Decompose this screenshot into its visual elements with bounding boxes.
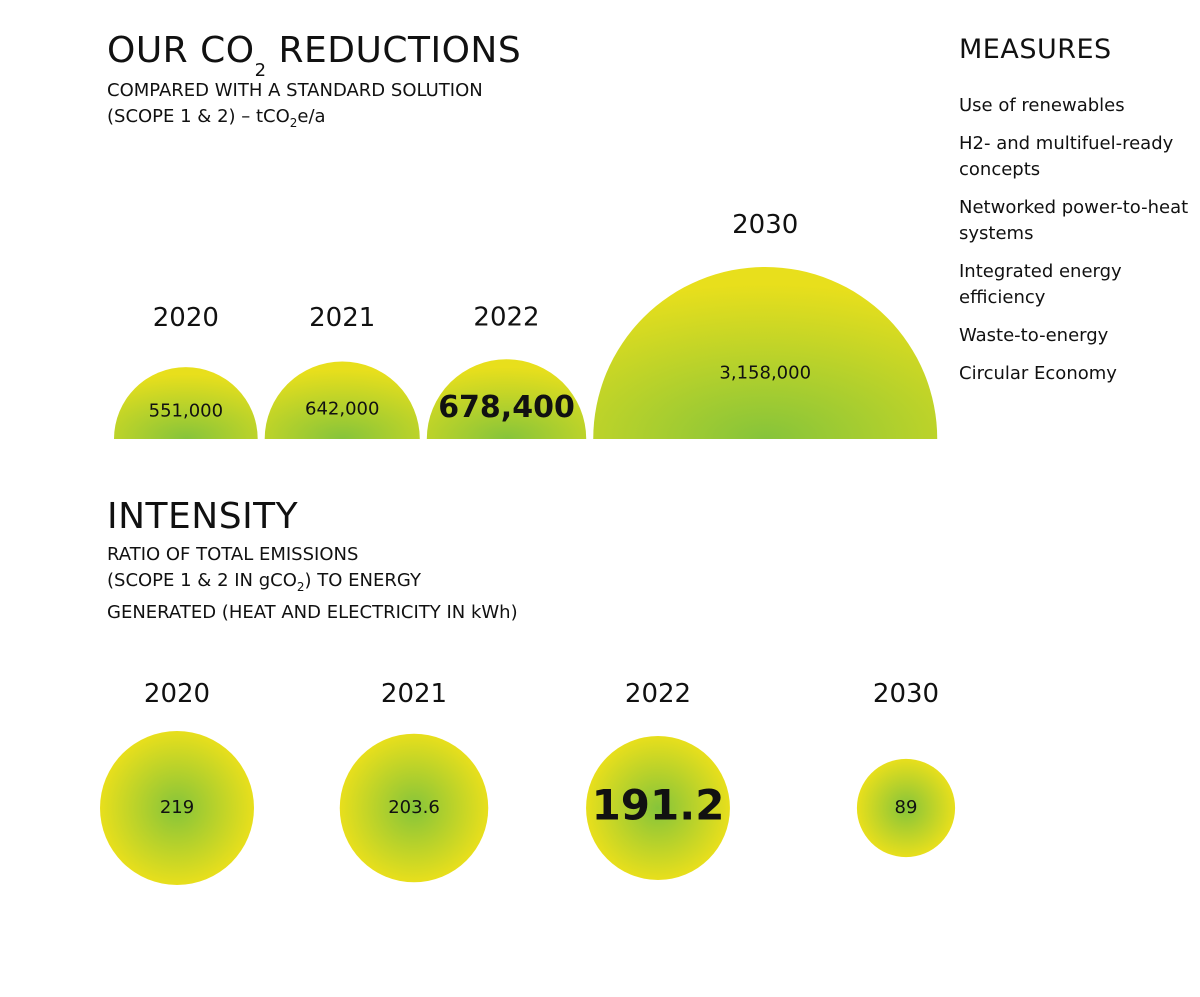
year-label-2020: 2020 — [153, 303, 219, 333]
reductions-subtitle-line2-b: e/a — [297, 106, 326, 127]
reductions-title: OUR CO2 REDUCTIONS — [107, 30, 521, 81]
reductions-subtitle-line1: COMPARED WITH A STANDARD SOLUTION — [107, 80, 483, 101]
measure-item-energy-efficiency: Integrated energy efficiency — [959, 261, 1122, 308]
year-label-2020: 2020 — [144, 679, 210, 709]
year-label-2021: 2021 — [381, 679, 447, 709]
value-label-2022: 191.2 — [592, 781, 725, 830]
reductions-title-a: OUR CO — [107, 30, 255, 71]
semicircle-bubble-2022 — [426, 359, 587, 439]
year-label-2030: 2030 — [873, 679, 939, 709]
intensity-subtitle: RATIO OF TOTAL EMISSIONS (SCOPE 1 & 2 IN… — [107, 542, 518, 626]
value-label-2021: 642,000 — [305, 399, 379, 420]
circle-bubble-2021 — [339, 733, 489, 883]
measures-title: MEASURES — [959, 34, 1112, 65]
reductions-subtitle: COMPARED WITH A STANDARD SOLUTION (SCOPE… — [107, 78, 483, 136]
measure-item-circular-economy: Circular Economy — [959, 363, 1117, 384]
year-label-2030: 2030 — [732, 210, 798, 240]
value-label-2030: 89 — [895, 797, 918, 818]
value-label-2022: 678,400 — [438, 390, 575, 425]
circle-bubble-2022 — [586, 736, 730, 880]
semicircle-bubble-2030 — [593, 266, 938, 439]
year-label-2022: 2022 — [473, 302, 539, 332]
intensity-subtitle-line3: GENERATED (HEAT AND ELECTRICITY IN kWh) — [107, 602, 518, 623]
measure-item-power-to-heat: Networked power-to-heat systems — [959, 197, 1189, 244]
intensity-subtitle-line2: (SCOPE 1 & 2 IN gCO2) TO ENERGY — [107, 568, 518, 600]
reductions-subtitle-subscript: 2 — [289, 116, 298, 130]
reductions-subtitle-line2: (SCOPE 1 & 2) – tCO2e/a — [107, 104, 483, 136]
value-label-2021: 203.6 — [388, 797, 440, 818]
year-label-2021: 2021 — [309, 303, 375, 333]
reductions-title-subscript: 2 — [254, 60, 267, 81]
value-label-2030: 3,158,000 — [719, 363, 811, 384]
semicircle-bubble-2021 — [264, 361, 420, 439]
circle-bubble-2030 — [856, 758, 956, 858]
reductions-subtitle-line2-a: (SCOPE 1 & 2) – tCO — [107, 106, 290, 127]
measure-item-h2-ready: H2- and multifuel-ready concepts — [959, 133, 1174, 180]
intensity-subtitle-line2-a: (SCOPE 1 & 2 IN gCO — [107, 570, 297, 591]
measure-item-waste-to-energy: Waste-to-energy — [959, 325, 1109, 346]
value-label-2020: 219 — [160, 797, 194, 818]
intensity-subtitle-subscript: 2 — [296, 580, 305, 594]
circle-bubble-2020 — [100, 731, 254, 885]
intensity-title: INTENSITY — [107, 496, 299, 537]
reductions-title-b: REDUCTIONS — [266, 30, 522, 71]
semicircle-bubble-2020 — [114, 367, 258, 439]
intensity-subtitle-line1: RATIO OF TOTAL EMISSIONS — [107, 544, 359, 565]
measures-list: Use of renewables H2- and multifuel-read… — [959, 93, 1189, 399]
intensity-subtitle-line2-b: ) TO ENERGY — [304, 570, 421, 591]
year-label-2022: 2022 — [625, 679, 691, 709]
value-label-2020: 551,000 — [149, 401, 223, 422]
measure-item-renewables: Use of renewables — [959, 95, 1125, 116]
